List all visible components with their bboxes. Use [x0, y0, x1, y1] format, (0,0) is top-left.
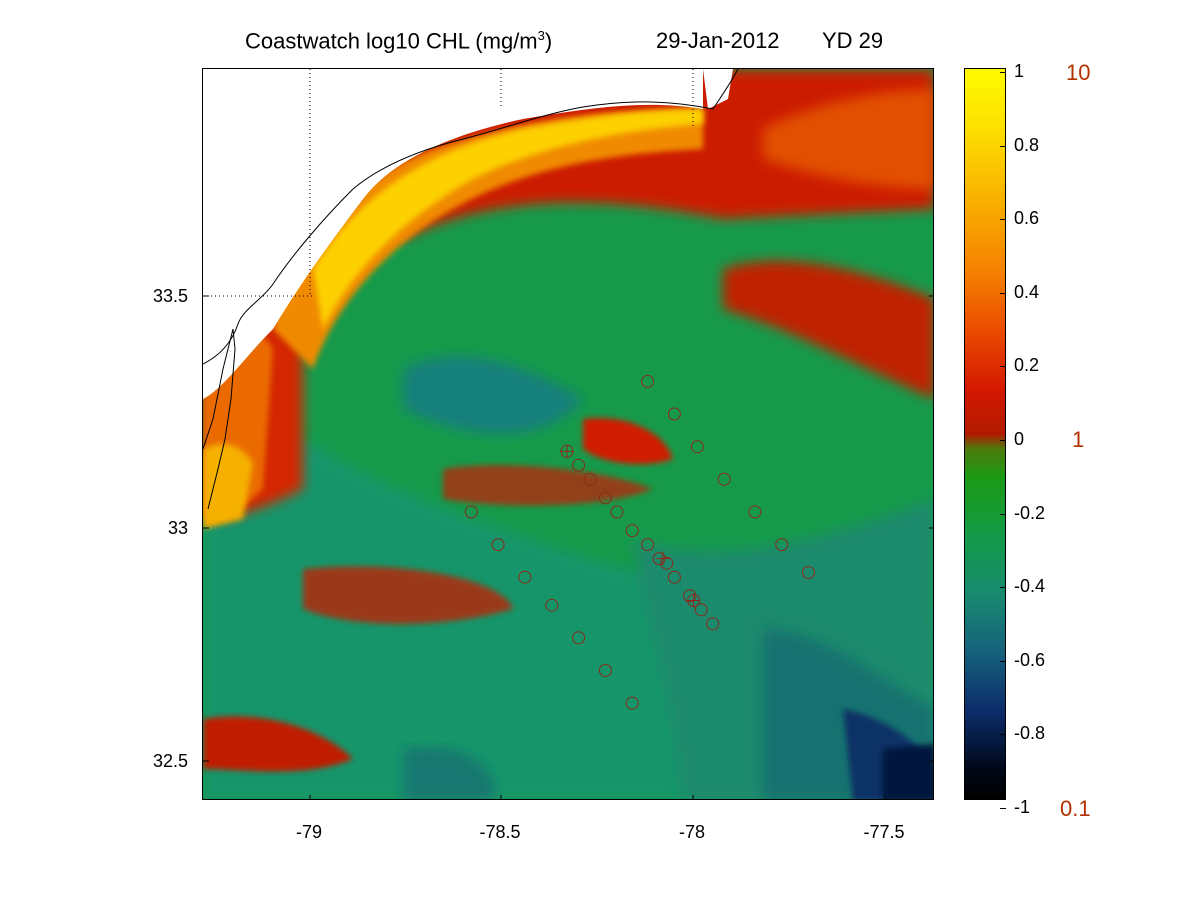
colorbar-tick-mark — [1000, 366, 1006, 368]
station-marker — [660, 556, 674, 570]
x-tick-label: -78.5 — [479, 822, 521, 842]
colorbar-linear-label: 10 — [1066, 60, 1091, 85]
station-marker — [572, 631, 586, 645]
station-marker — [667, 570, 681, 584]
map-canvas — [203, 69, 933, 799]
colorbar-tick-mark — [1000, 660, 1006, 662]
colorbar — [964, 68, 1006, 800]
y-tick-label: 32.5 — [152, 751, 188, 771]
station-marker — [464, 505, 478, 519]
graticule — [203, 69, 694, 297]
colorbar-tick-label: 0.6 — [1014, 208, 1040, 229]
station-cross-marker — [560, 444, 575, 459]
station-marker — [598, 664, 612, 677]
colorbar-tick-label: 0.4 — [1014, 281, 1040, 302]
station-marker — [694, 603, 708, 617]
station-marker — [802, 566, 815, 579]
station-marker — [775, 538, 789, 552]
y-tick-label: 33.5 — [152, 286, 188, 306]
colorbar-tick-mark — [1000, 292, 1006, 294]
colorbar-tick-label: 0.8 — [1014, 134, 1040, 155]
colorbar-tick-label: -0.6 — [1014, 649, 1046, 670]
colorbar-tick-label: 0 — [1014, 429, 1025, 449]
station-marker — [625, 524, 639, 538]
title-date: 29-Jan-2012 — [656, 28, 780, 53]
colorbar-tick-label: -0.4 — [1014, 576, 1046, 597]
station-marker — [583, 472, 597, 486]
colorbar-tick-mark — [1000, 145, 1006, 147]
station-marker — [690, 440, 704, 454]
station-marker — [572, 458, 586, 472]
station-marker — [641, 538, 655, 552]
station-marker — [667, 407, 681, 421]
colorbar-tick-label: -0.2 — [1014, 502, 1046, 523]
colorbar-tick-label: -0.8 — [1014, 723, 1046, 744]
colorbar-tick-label: 0.2 — [1014, 355, 1040, 376]
station-cross-marker — [655, 551, 670, 566]
title-yearday: YD 29 — [822, 28, 884, 53]
colorbar-tick-mark — [1000, 808, 1006, 809]
station-marker — [683, 589, 697, 603]
station-marker — [610, 505, 624, 519]
title-main: Coastwatch log10 CHL (mg/m3) — [245, 28, 553, 54]
station-marker — [518, 570, 532, 584]
colorbar-tick-mark — [1000, 587, 1006, 589]
x-tick-label: -77.5 — [863, 822, 905, 842]
colorbar-linear-label: 1 — [1072, 427, 1085, 452]
station-marker — [545, 598, 559, 612]
station-marker — [625, 696, 639, 710]
station-marker — [641, 374, 655, 388]
station-marker — [598, 491, 612, 505]
colorbar-tick-mark — [1000, 734, 1006, 736]
colorbar-tick-mark — [1000, 72, 1006, 73]
axis-tick-marks — [203, 295, 933, 799]
station-marker — [706, 617, 720, 631]
colorbar-linear-label: 0.1 — [1060, 796, 1091, 821]
x-tick-label: -78 — [678, 822, 705, 842]
coastline — [203, 69, 739, 510]
station-marker — [717, 472, 731, 486]
colorbar-tick-mark — [1000, 219, 1006, 221]
colorbar-tick-label: 1 — [1014, 61, 1025, 81]
station-marker — [748, 505, 762, 519]
ocean-field — [203, 69, 933, 799]
colorbar-tick-mark — [1000, 440, 1006, 441]
station-markers — [464, 374, 815, 710]
x-tick-label: -79 — [295, 822, 322, 842]
figure-title: Coastwatch log10 CHL (mg/m3) 29-Jan-2012… — [0, 28, 1200, 58]
colorbar-tick-mark — [1000, 513, 1006, 515]
station-cross-marker — [686, 593, 701, 608]
station-marker — [491, 538, 505, 552]
colorbar-tick-label: -1 — [1014, 797, 1031, 817]
y-tick-label: 33 — [167, 518, 188, 538]
chlorophyll-map — [202, 68, 934, 800]
